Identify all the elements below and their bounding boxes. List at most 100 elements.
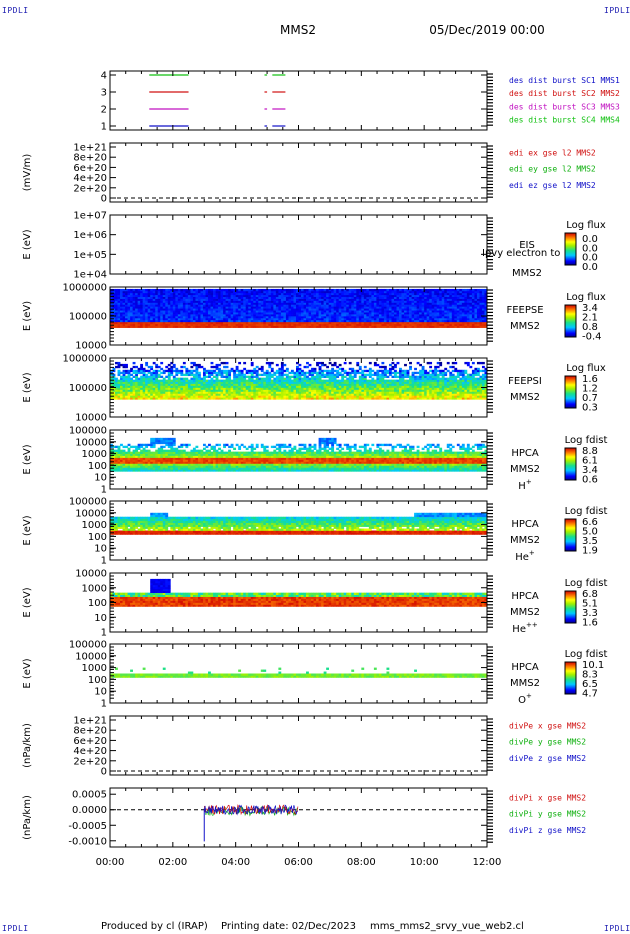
y-tick-label: 1e+04	[73, 270, 107, 281]
spectrogram-cell	[341, 391, 345, 394]
spectrogram-cell	[376, 288, 380, 292]
spectrogram-cell	[333, 377, 337, 380]
spectrogram-cell	[293, 302, 297, 305]
spectrogram-cell	[270, 387, 274, 390]
spectrogram-cell	[419, 325, 422, 328]
spectrogram-cell	[306, 365, 309, 369]
spectrogram-cell	[444, 294, 448, 298]
spectrogram-cell	[195, 300, 199, 303]
spectrogram-cell	[449, 296, 453, 299]
spectrogram-cell	[426, 306, 430, 309]
spectrogram-cell	[399, 304, 402, 307]
spectrogram-cell	[172, 316, 176, 319]
spectrogram-cell	[313, 292, 317, 296]
spectrogram-cell	[429, 312, 433, 315]
spectrogram-cell	[195, 321, 199, 325]
spectrogram-cell	[195, 296, 199, 299]
spectrogram-cell	[150, 387, 154, 390]
spectrogram-cell	[383, 290, 387, 294]
spectrogram-cell	[182, 310, 186, 313]
spectrogram-cell	[253, 321, 257, 325]
spectrogram-cell	[328, 304, 332, 307]
spectrogram-cell	[255, 397, 259, 400]
spectrogram-cell	[280, 321, 284, 325]
spectrogram-cell	[368, 290, 372, 294]
spectrogram-cell	[333, 319, 337, 323]
spectrogram-cell	[290, 317, 294, 321]
spectrogram-cell	[202, 379, 206, 382]
spectrogram-cell	[265, 294, 269, 298]
spectrogram-cell	[321, 385, 324, 388]
spectrogram-cell	[248, 308, 252, 311]
spectrogram-cell	[220, 314, 224, 317]
spectrogram-cell	[371, 306, 375, 309]
spectrogram-cell	[255, 314, 259, 317]
spectrogram-cell	[218, 391, 221, 394]
spectrogram-cell	[449, 300, 453, 303]
spectrogram-cell	[243, 300, 247, 303]
spectrogram-cell	[456, 296, 460, 299]
spectrogram-cell	[363, 316, 367, 319]
spectrogram-cell	[167, 319, 171, 323]
spectrogram-cell	[459, 306, 463, 309]
spectrogram-cell	[363, 308, 367, 311]
spectrogram-cell	[464, 314, 468, 317]
spectrogram-cell	[464, 319, 468, 323]
spectrogram-cell	[263, 371, 267, 375]
spectrogram-cell	[323, 296, 327, 299]
spectrogram-cell	[185, 312, 189, 315]
spectrogram-cell	[363, 294, 367, 298]
spectrogram-cell	[205, 371, 209, 375]
spectrogram-cell	[290, 306, 294, 309]
spectrogram-cell	[368, 304, 372, 307]
spectrogram-cell	[155, 317, 159, 321]
spectrogram-cell	[471, 304, 475, 307]
spectrogram-cell	[316, 373, 319, 377]
spectrogram-cell	[120, 317, 123, 321]
spectrogram-cell	[187, 302, 191, 305]
spectrogram-cell	[220, 381, 224, 384]
spectrogram-cell	[394, 310, 397, 313]
spectrogram-cell	[280, 397, 284, 400]
spectrogram-cell	[162, 393, 166, 396]
spectrogram-cell	[348, 379, 352, 382]
spectrogram-cell	[238, 387, 242, 390]
spectrogram-cell	[202, 316, 206, 319]
spectrogram-cell	[313, 385, 317, 388]
spectrogram-cell	[167, 325, 171, 328]
spectrogram-cell	[175, 290, 179, 294]
spectrogram-cell	[288, 312, 292, 315]
spectrogram-cell	[240, 379, 244, 382]
spectrogram-cell	[215, 383, 219, 386]
spectrogram-cell	[185, 319, 189, 323]
spectrogram-cell	[140, 325, 144, 328]
spectrogram-cell	[258, 325, 262, 328]
spectrogram-cell	[321, 317, 324, 321]
spectrogram-cell	[152, 298, 156, 301]
spectrogram-cell	[479, 325, 483, 328]
spectrogram-cell	[115, 310, 118, 313]
spectrogram-cell	[255, 296, 259, 299]
spectrogram-cell	[177, 288, 181, 292]
spectrogram-cell	[202, 325, 206, 328]
spectrogram-cell	[192, 377, 196, 380]
spectrogram-cell	[378, 319, 382, 323]
spectrogram-cell	[117, 310, 121, 313]
spectrogram-cell	[323, 294, 327, 298]
spectrogram-cell	[471, 294, 475, 298]
spectrogram-cell	[394, 290, 397, 294]
spectrogram-cell	[110, 294, 113, 298]
spectrogram-cell	[142, 385, 146, 388]
spectrogram-cell	[137, 325, 141, 328]
spectrogram-cell	[383, 323, 387, 327]
spectrogram-cell	[268, 375, 272, 379]
spectrogram-cell	[338, 300, 342, 303]
spectrogram-cell	[185, 321, 189, 325]
spectrogram-cell	[280, 391, 284, 394]
spectrogram-cell	[376, 389, 380, 392]
spectrogram-cell	[469, 312, 473, 315]
y-tick-label: 4e+20	[73, 173, 107, 184]
spectrogram-cell	[162, 306, 166, 309]
spectrogram-cell	[165, 383, 169, 386]
